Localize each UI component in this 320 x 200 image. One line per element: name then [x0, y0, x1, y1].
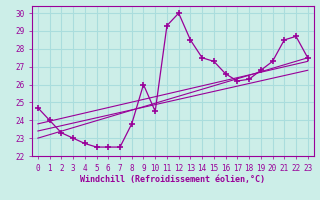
X-axis label: Windchill (Refroidissement éolien,°C): Windchill (Refroidissement éolien,°C) — [80, 175, 265, 184]
